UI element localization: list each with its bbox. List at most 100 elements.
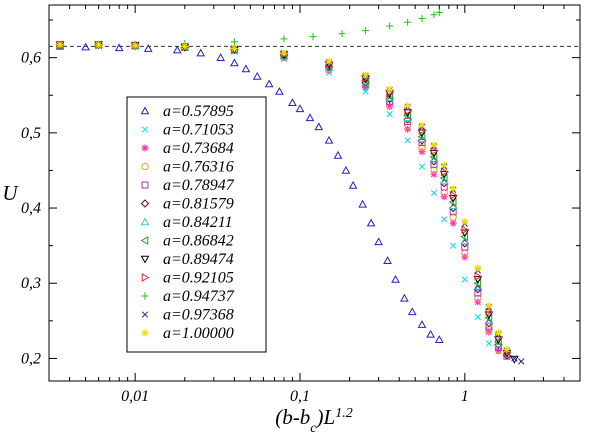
legend-label: a=0.71053 (163, 122, 234, 139)
y-tick-label: 0,6 (21, 50, 41, 67)
data-point (474, 289, 482, 297)
legend-label: a=0.84211 (163, 214, 233, 231)
data-point (374, 237, 383, 246)
data-point (493, 337, 502, 347)
data-point (460, 239, 470, 248)
data-point (386, 85, 394, 93)
legend-label: a=0.94737 (163, 288, 235, 305)
legend-marker (141, 181, 149, 189)
data-point (461, 225, 470, 235)
data-point (252, 71, 262, 80)
legend-label: a=0.97368 (163, 307, 234, 324)
data-point (404, 102, 412, 110)
data-point (449, 219, 457, 227)
data-point (461, 276, 468, 283)
data-point (430, 170, 438, 178)
series-a=0.86842 (55, 40, 511, 360)
data-point (404, 118, 412, 126)
data-point (434, 335, 444, 343)
series-a=1.00000 (56, 41, 511, 353)
data-point (325, 57, 333, 65)
data-point (449, 213, 457, 221)
data-point (460, 236, 470, 245)
y-tick-label: 0,3 (21, 275, 41, 292)
data-point (81, 42, 90, 51)
data-point (417, 134, 427, 143)
legend: a=0.57895a=0.71053a=0.73684a=0.76316a=0.… (140, 103, 235, 342)
series-a=0.94737 (56, 9, 443, 49)
y-axis-label: U (2, 181, 19, 205)
data-point (391, 274, 400, 283)
series-a=0.78947 (56, 41, 511, 360)
legend-marker (141, 126, 149, 133)
data-point (485, 322, 493, 330)
data-point (461, 218, 469, 226)
legend-marker (140, 236, 149, 245)
data-point (114, 43, 124, 52)
data-point (404, 106, 413, 116)
data-point (275, 86, 284, 95)
legend-label: a=0.86842 (163, 233, 234, 250)
data-point (430, 160, 438, 168)
legend-marker (141, 311, 149, 318)
legend-label: a=0.81579 (163, 196, 234, 213)
data-point (324, 135, 334, 144)
data-point (338, 30, 346, 38)
data-point (404, 137, 411, 144)
legend-label: a=0.73684 (163, 140, 234, 157)
data-point (494, 329, 502, 337)
data-point (494, 339, 503, 348)
data-point (426, 329, 435, 338)
data-point (418, 15, 426, 23)
data-point (430, 11, 438, 19)
data-point (485, 340, 493, 347)
data-point (403, 111, 411, 120)
legend-label: a=1.00000 (163, 325, 234, 342)
data-point (314, 122, 324, 131)
data-point (362, 84, 370, 92)
data-point (484, 313, 493, 323)
legend-marker (141, 273, 150, 282)
data-point (435, 9, 443, 17)
legend-label: a=0.57895 (163, 103, 234, 120)
data-point (404, 125, 412, 133)
data-point (473, 285, 483, 294)
data-point (216, 53, 225, 61)
legend-marker (140, 199, 150, 208)
x-axis-label: (b-bc)L1.2 (275, 405, 352, 436)
data-point (386, 103, 394, 111)
data-point (418, 126, 427, 135)
data-point (403, 109, 412, 118)
data-point (385, 91, 393, 101)
x-tick-label: 0,1 (290, 388, 310, 405)
data-point (309, 33, 317, 41)
series-a=0.57895 (55, 41, 444, 343)
data-point (485, 302, 493, 310)
legend-marker (141, 329, 149, 337)
data-point (441, 216, 448, 223)
data-point (430, 189, 438, 197)
data-point (241, 64, 251, 73)
data-point (131, 42, 139, 50)
data-point (449, 184, 457, 192)
legend-box (126, 96, 267, 353)
data-point (295, 104, 305, 113)
data-point (511, 355, 518, 362)
y-tick-label: 0,5 (21, 125, 41, 142)
data-point (181, 42, 189, 50)
data-point (196, 48, 206, 57)
x-tick-label: 1 (461, 388, 469, 405)
legend-marker (140, 255, 150, 264)
data-point (418, 163, 426, 170)
series-a=0.89474 (55, 41, 519, 364)
data-point (400, 293, 409, 302)
data-point (341, 165, 351, 174)
data-point (230, 45, 238, 53)
data-point (418, 148, 426, 156)
data-point (418, 121, 426, 129)
data-point (230, 58, 239, 67)
data-point (403, 113, 412, 122)
legend-marker (141, 162, 149, 171)
y-tick-label: 0,4 (21, 200, 41, 217)
